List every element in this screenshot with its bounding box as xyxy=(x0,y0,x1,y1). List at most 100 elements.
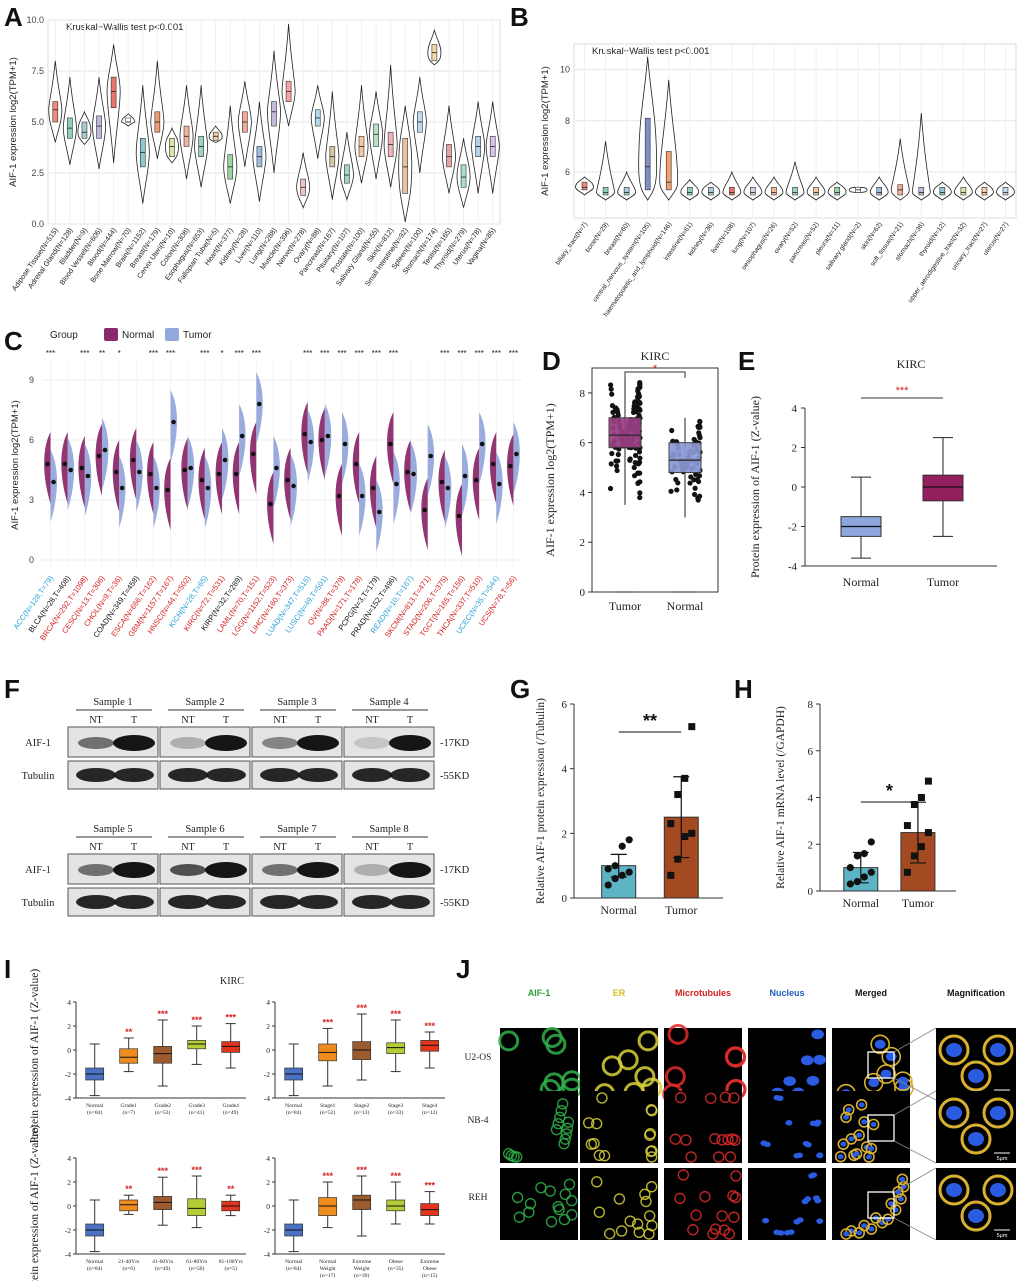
merged-nucleus xyxy=(848,1136,855,1142)
merged-nucleus xyxy=(856,1132,863,1138)
violin-tumor-half xyxy=(359,464,366,536)
mag-nucleus xyxy=(990,1043,1006,1057)
band-aif1-t xyxy=(205,735,247,751)
significance-mark: * xyxy=(653,363,658,375)
median-point-normal xyxy=(388,441,393,447)
band-aif1-nt xyxy=(262,737,298,749)
nucleus-blob xyxy=(800,1055,814,1066)
kd-label-17: -17KD xyxy=(440,865,470,876)
violin-normal-half xyxy=(61,432,68,504)
median-point-normal xyxy=(353,461,359,467)
box-iqr xyxy=(271,101,277,127)
median-point-normal xyxy=(216,471,222,477)
median-point-normal xyxy=(473,477,479,483)
y-axis-label: AIF-1 expression log2(TPM+1) xyxy=(8,57,19,187)
cell-outline xyxy=(588,1137,600,1150)
jitter-point xyxy=(636,449,643,455)
violin-tumor-half xyxy=(273,436,280,508)
cell-outline xyxy=(690,1209,702,1221)
median-point-normal xyxy=(199,477,205,483)
jitter-point xyxy=(687,480,693,486)
jitter-point xyxy=(613,463,620,469)
box-iqr xyxy=(922,474,964,502)
median-point-normal xyxy=(456,513,462,519)
panel-label-i: I xyxy=(4,954,12,984)
violin-tumor-half xyxy=(239,404,246,476)
cell-outline xyxy=(561,1122,574,1134)
significance-mark: *** xyxy=(80,349,89,358)
box-iqr xyxy=(708,186,714,196)
significance-mark: *** xyxy=(390,1009,401,1019)
merged-cell-ring xyxy=(842,1103,855,1116)
data-point xyxy=(917,843,925,851)
merged-nucleus xyxy=(870,1121,877,1127)
box-iqr xyxy=(939,186,946,196)
cell-outline xyxy=(667,1023,689,1045)
row-label-aif1: AIF-1 xyxy=(25,738,51,749)
band-aif1-nt xyxy=(78,737,114,749)
x-category-label: 81-100Yrs xyxy=(219,1259,243,1265)
cell-outline xyxy=(510,1151,523,1163)
data-point xyxy=(910,852,918,860)
x-category-n: (n=13) xyxy=(354,1109,369,1116)
jitter-point xyxy=(692,485,698,491)
panel-label-e: E xyxy=(738,346,756,376)
connector-line xyxy=(893,1027,937,1053)
violin-tumor-half xyxy=(170,390,177,462)
violin-tumor-half xyxy=(376,480,383,552)
jitter-point xyxy=(614,407,620,413)
nucleus-blob xyxy=(796,1217,804,1223)
x-category-n: (n=12) xyxy=(422,1109,437,1116)
box-iqr xyxy=(918,186,925,196)
band-aif1-t xyxy=(297,862,339,878)
x-category-n: (n=39) xyxy=(354,1272,369,1279)
band-aif1-t xyxy=(205,862,247,878)
cell-outline xyxy=(593,1206,606,1218)
box-iqr xyxy=(52,101,59,123)
cell-outline xyxy=(550,1123,563,1136)
y-tick-label: 8 xyxy=(580,388,586,400)
y-tick-label: 6 xyxy=(29,435,34,445)
jitter-point xyxy=(695,423,701,429)
violin-normal-half xyxy=(404,440,411,512)
cell-outline xyxy=(615,1225,628,1237)
nucleus-blob xyxy=(816,1218,824,1224)
merged-nucleus xyxy=(868,1078,880,1088)
merged-nucleus xyxy=(899,1176,906,1182)
median-point-tumor xyxy=(119,485,125,491)
lane-label-t: T xyxy=(223,715,229,726)
cell-outline xyxy=(511,1191,524,1204)
microscopy-panel: AIF-1 ER Microtubules Nucleus Merged Magnific… xyxy=(465,988,1016,1241)
mag-nucleus xyxy=(990,1183,1006,1197)
significance-mark: *** xyxy=(424,1181,435,1191)
y-tick-label: 0 xyxy=(266,1046,270,1055)
violin-tumor-half xyxy=(513,422,520,494)
median-point-normal xyxy=(422,507,428,513)
mag-cell xyxy=(960,1060,992,1092)
jitter-point xyxy=(615,451,621,458)
y-tick-label: 0 xyxy=(792,482,798,494)
median-point-normal xyxy=(490,461,496,467)
significance-mark: *** xyxy=(225,1013,236,1023)
merged-cell-ring xyxy=(895,1193,907,1205)
significance-mark: *** xyxy=(234,349,243,358)
merged-nucleus xyxy=(885,1052,897,1062)
merged-cell-ring xyxy=(855,1099,868,1111)
column-title: AIF-1 xyxy=(528,988,551,998)
box-iqr xyxy=(608,417,642,449)
merged-nucleus xyxy=(880,1069,892,1079)
band-aif1-nt xyxy=(354,737,390,749)
sample-label: Sample 4 xyxy=(369,697,409,708)
median-point-normal xyxy=(302,431,308,437)
y-tick-label: 2 xyxy=(266,1022,270,1031)
violin-shape xyxy=(617,170,637,201)
jitter-point xyxy=(631,464,637,471)
y-tick-label: -2 xyxy=(65,1070,71,1079)
cell-outline xyxy=(598,1150,611,1162)
significance-mark: *** xyxy=(492,349,501,358)
lane-label-t: T xyxy=(131,842,137,853)
microscopy-tile xyxy=(748,1028,826,1100)
jitter-point xyxy=(637,490,643,496)
x-category-label: Weight xyxy=(320,1266,336,1272)
sample-label: Sample 7 xyxy=(277,824,316,835)
